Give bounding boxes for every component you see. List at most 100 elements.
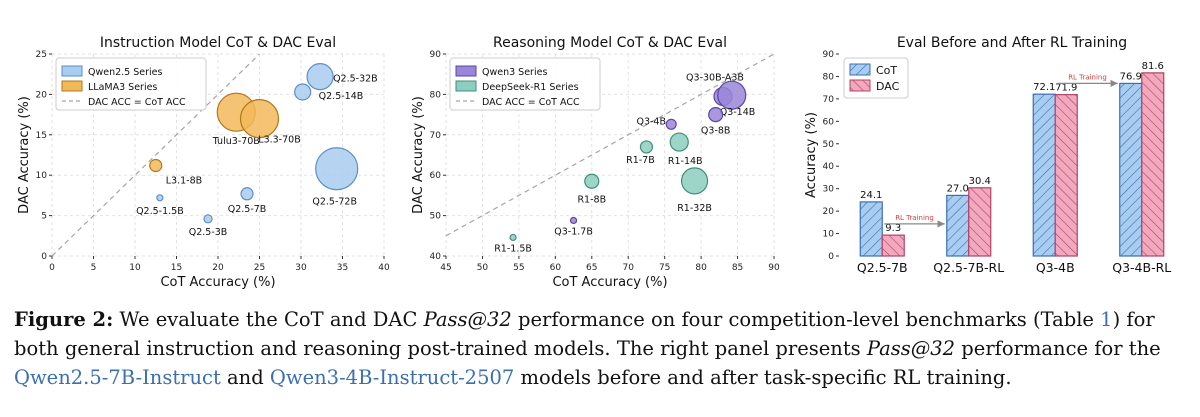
- point-R1-7B: [639, 140, 654, 154]
- x-tick-label: 30: [295, 263, 307, 273]
- x-tick-label: 85: [732, 263, 743, 273]
- caption-table-link[interactable]: 1: [1100, 308, 1113, 331]
- x-tick-label: 70: [622, 263, 634, 273]
- caption-text-1: We evaluate the CoT and DAC: [113, 308, 424, 331]
- point-label: Q3-1.7B: [554, 226, 593, 237]
- y-tick-label: 5: [41, 212, 47, 222]
- point-label: Q3-14B: [720, 107, 756, 118]
- legend-entry: Qwen3 Series: [482, 67, 547, 78]
- x-tick-label: 45: [440, 263, 451, 273]
- legend-3: CoT DAC: [843, 57, 909, 99]
- x-tick-label: 65: [586, 263, 597, 273]
- figure: Instruction Model CoT & DAC Eval 0 5 10 15 20…: [17, 35, 1171, 290]
- point-Q2.5-32B: [306, 63, 334, 91]
- bar-DAC-Q2.5-7B-RL: [968, 187, 992, 257]
- legend-swatch: [849, 79, 871, 92]
- point-Q2.5-7B: [240, 187, 254, 201]
- legend-box: [55, 57, 207, 111]
- bar-value-label: 76.9: [1120, 71, 1142, 82]
- point-label: Q2.5-3B: [189, 227, 228, 238]
- x-tick-label: 10: [129, 263, 141, 273]
- y-tick-label: 10: [36, 171, 48, 181]
- y-tick-label: 90: [430, 50, 442, 60]
- bar-value-label: 71.9: [1055, 83, 1077, 94]
- point-label: L3.1-8B: [166, 176, 202, 187]
- x-tick-label: 60: [550, 263, 562, 273]
- point-Q3-8B: [708, 106, 724, 123]
- point-label: L3.3-70B: [258, 135, 300, 146]
- chart-title-1: Instruction Model CoT & DAC Eval: [100, 35, 336, 51]
- point-label: Tulu3-70B: [212, 136, 260, 147]
- bar-value-label: 30.4: [969, 176, 991, 187]
- y-tick-label: 15: [36, 131, 47, 141]
- point-label: Q2.5-1.5B: [136, 206, 184, 217]
- x-tick-label: 20: [212, 263, 224, 273]
- legend-box: [449, 57, 601, 111]
- legend-entry: DAC ACC = CoT ACC: [482, 97, 580, 108]
- y-tick-label: 30: [823, 185, 835, 195]
- point-R1-32B: [680, 167, 709, 195]
- bar-CoT-Q3-4B: [1032, 93, 1056, 257]
- point-label: Q3-4B: [636, 116, 666, 127]
- category-label: Q2.5-7B: [857, 260, 908, 275]
- caption-text-3: ) for both general instruction and reaso…: [14, 308, 1155, 360]
- bar-CoT-Q2.5-7B-RL: [946, 194, 970, 257]
- y-tick-label: 70: [823, 95, 835, 105]
- y-tick-label: 60: [823, 117, 835, 127]
- y-tick-label: 25: [36, 50, 47, 60]
- legend-1: Qwen2.5 Series LLaMA3 Series DAC ACC = CoT…: [55, 57, 207, 111]
- point-Q3-4B: [665, 118, 677, 130]
- point-label: Q2.5-14B: [319, 91, 364, 102]
- x-tick-label: 0: [49, 263, 55, 273]
- y-axis-label-3: Accuracy (%): [804, 112, 819, 198]
- legend-entry: LLaMA3 Series: [88, 82, 157, 93]
- figure-caption: Figure 2: We evaluate the CoT and DAC Pa…: [14, 305, 1189, 392]
- point-L3.3-70B: [239, 99, 280, 139]
- legend-2: Qwen3 Series DeepSeek-R1 Series DAC ACC = …: [449, 57, 601, 111]
- reasoning-scatter-panel: Reasoning Model CoT & DAC Eval 45 50 55 60 65…: [411, 35, 780, 290]
- x-axis-label-2: CoT Accuracy (%): [552, 275, 667, 290]
- point-label: R1-7B: [626, 155, 655, 166]
- point-Q2.5-14B: [294, 83, 312, 101]
- caption-pass-metric-2: Pass@32: [866, 337, 956, 360]
- y-tick-label: 10: [823, 230, 835, 240]
- caption-pass-metric-1: Pass@32: [423, 308, 512, 331]
- rl-bar-panel: Eval Before and After RL Training 0 10 20 30…: [804, 35, 1171, 275]
- point-Q2.5-1.5B: [156, 194, 164, 202]
- category-label: Q3-4B: [1036, 260, 1075, 275]
- y-tick-label: 80: [430, 90, 442, 100]
- y-axis-label-1: DAC Accuracy (%): [17, 96, 32, 214]
- point-Q2.5-3B: [203, 214, 213, 224]
- point-label: Q2.5-72B: [312, 197, 357, 208]
- caption-text-2: performance on four competition-level be…: [511, 308, 1101, 331]
- legend-entry: Qwen2.5 Series: [88, 67, 163, 78]
- legend-entry: CoT: [876, 64, 897, 77]
- caption-model-link-qwen3[interactable]: Qwen3-4B-Instruct-2507: [269, 366, 515, 389]
- caption-model-link-qwen25[interactable]: Qwen2.5-7B-Instruct: [14, 366, 221, 389]
- bar-value-label: 72.1: [1033, 82, 1055, 93]
- y-tick-label: 0: [41, 252, 47, 262]
- bar-CoT-Q3-4B-RL: [1119, 82, 1143, 257]
- caption-text-6: models before and after task-specific RL…: [514, 366, 1012, 389]
- x-tick-label: 90: [768, 263, 780, 273]
- y-tick-label: 40: [430, 252, 442, 262]
- y-tick-label: 20: [36, 90, 48, 100]
- bar-DAC-Q2.5-7B: [881, 234, 905, 257]
- point-Q2.5-72B: [315, 147, 359, 191]
- rl-training-label: RL Training: [1068, 73, 1107, 81]
- legend-swatch: [849, 63, 871, 76]
- bar-value-label: 81.6: [1142, 61, 1164, 72]
- legend-swatch: [455, 65, 477, 77]
- x-tick-label: 40: [378, 263, 390, 273]
- y-tick-label: 50: [430, 212, 442, 222]
- x-tick-label: 15: [171, 263, 182, 273]
- caption-figure-label: Figure 2:: [14, 308, 114, 331]
- y-tick-label: 20: [823, 207, 835, 217]
- bar-value-label: 9.3: [885, 223, 901, 234]
- legend-swatch: [61, 65, 83, 77]
- y-tick-label: 90: [823, 50, 835, 60]
- point-label: Q2.5-32B: [333, 74, 378, 85]
- instruction-scatter-panel: Instruction Model CoT & DAC Eval 0 5 10 15 20…: [17, 35, 390, 290]
- point-Q3-14B: [717, 80, 747, 110]
- point-R1-1.5B: [509, 233, 517, 242]
